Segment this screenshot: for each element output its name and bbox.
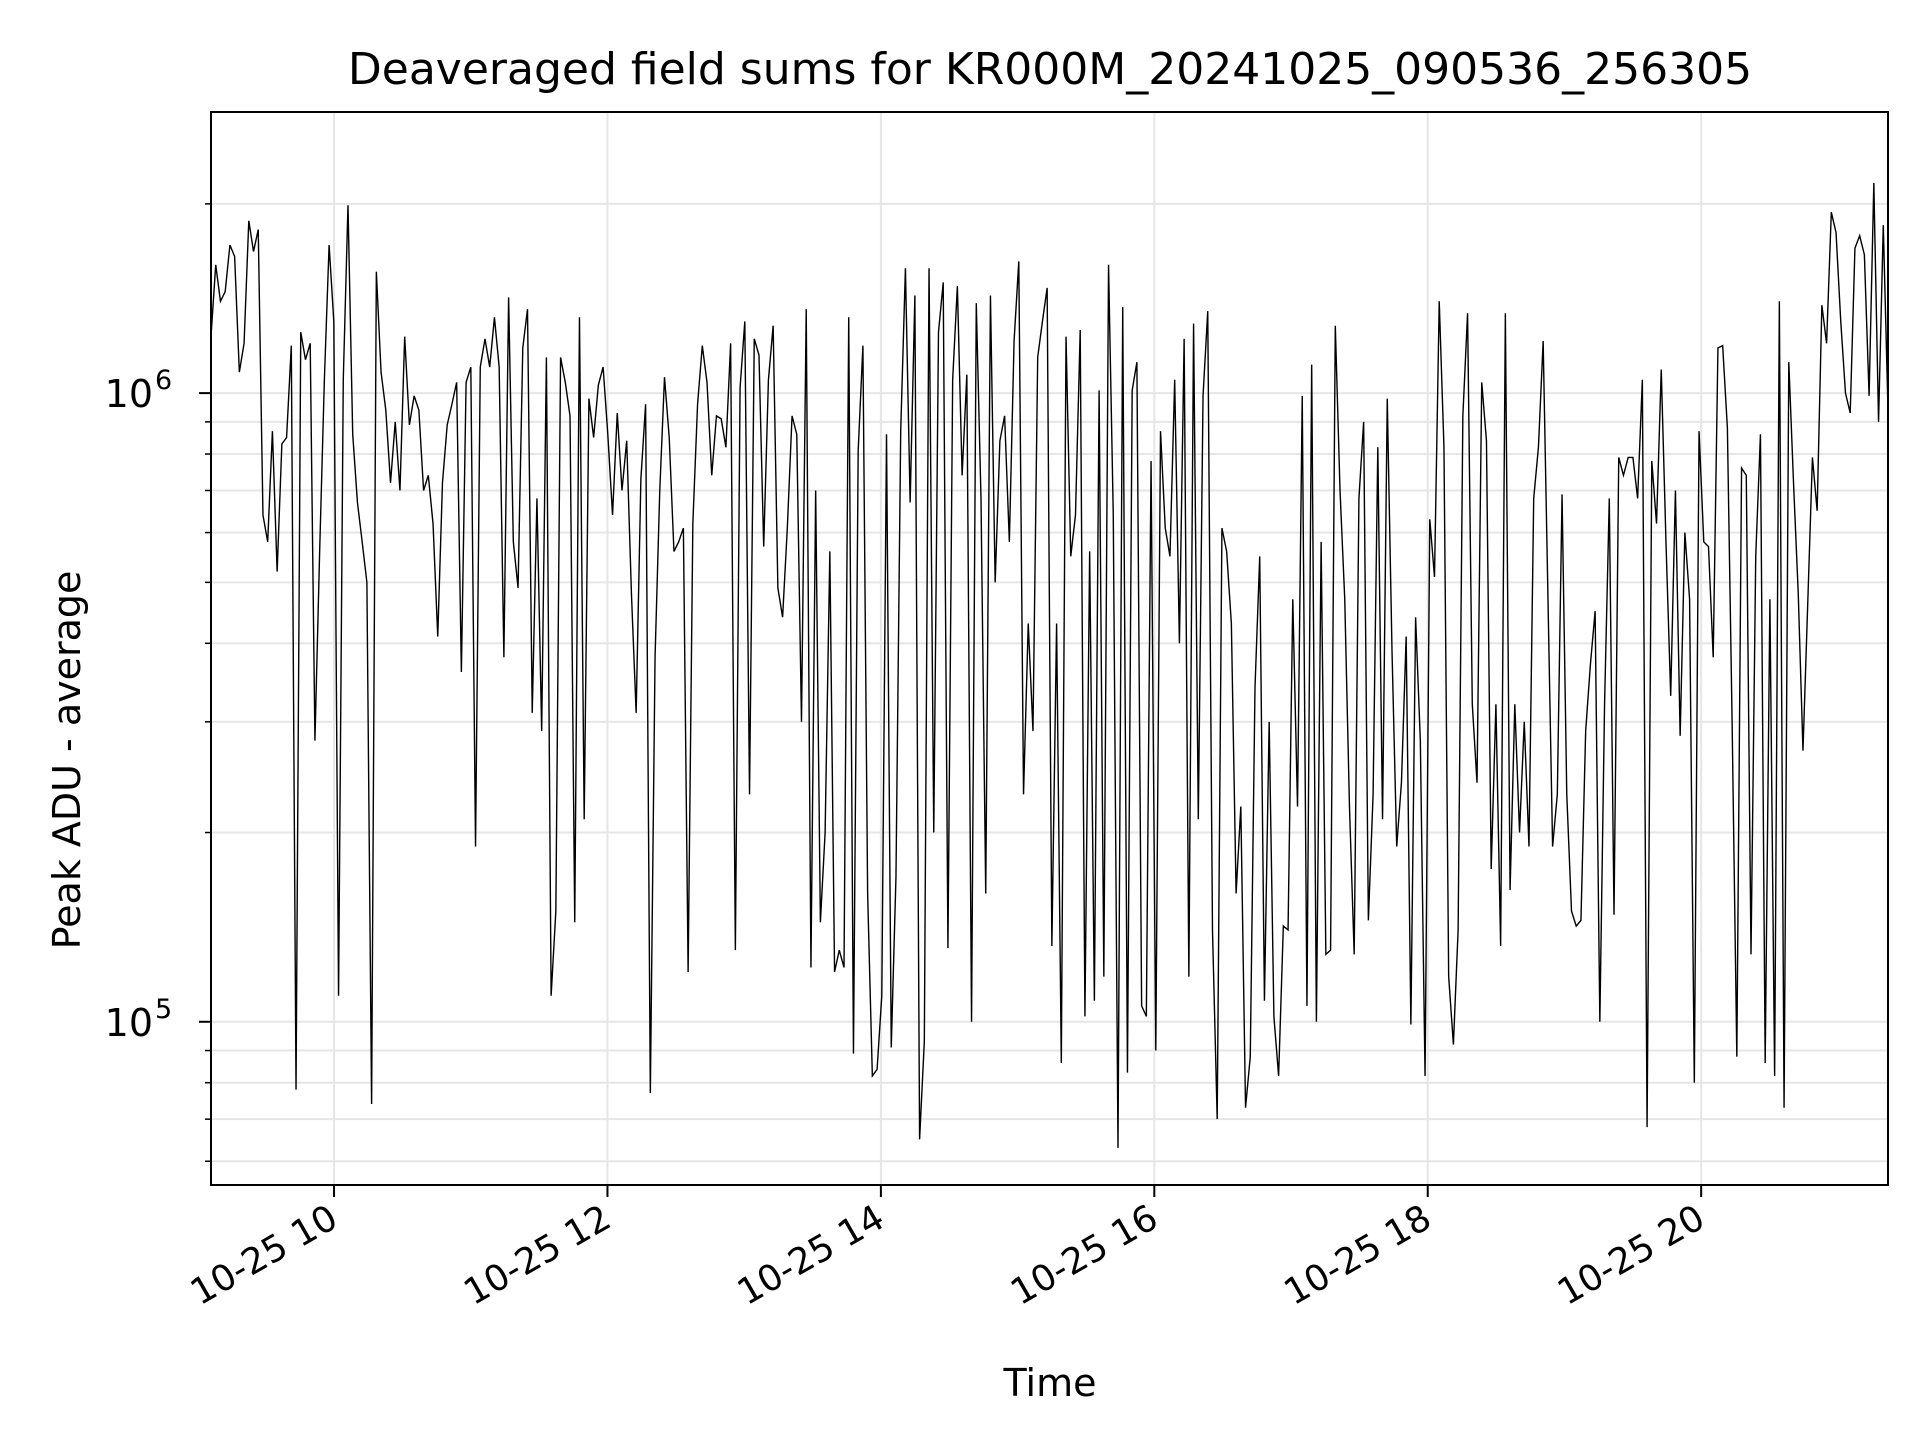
y-axis-label: Peak ADU - average [45, 571, 89, 950]
y-tick-label: 10 [105, 372, 153, 416]
x-tick-label: 10-25 14 [731, 1197, 892, 1313]
y-tick-exponent: 6 [155, 365, 172, 396]
grid-lines [211, 112, 1888, 1185]
x-tick-label: 10-25 16 [1004, 1197, 1165, 1313]
x-axis-label: Time [1003, 1361, 1097, 1405]
x-tick-label: 10-25 20 [1551, 1197, 1712, 1313]
plot-frame [210, 111, 1889, 1186]
y-tick-label: 10 [105, 1001, 153, 1045]
x-tick-label: 10-25 18 [1278, 1197, 1439, 1313]
series-line [210, 182, 1889, 1148]
y-tick-exponent: 5 [155, 994, 172, 1025]
x-tick-label: 10-25 10 [184, 1197, 345, 1313]
series-group [210, 182, 1889, 1148]
x-tick-label: 10-25 12 [457, 1197, 618, 1313]
chart-title: Deaveraged field sums for KR000M_2024102… [348, 44, 1752, 95]
